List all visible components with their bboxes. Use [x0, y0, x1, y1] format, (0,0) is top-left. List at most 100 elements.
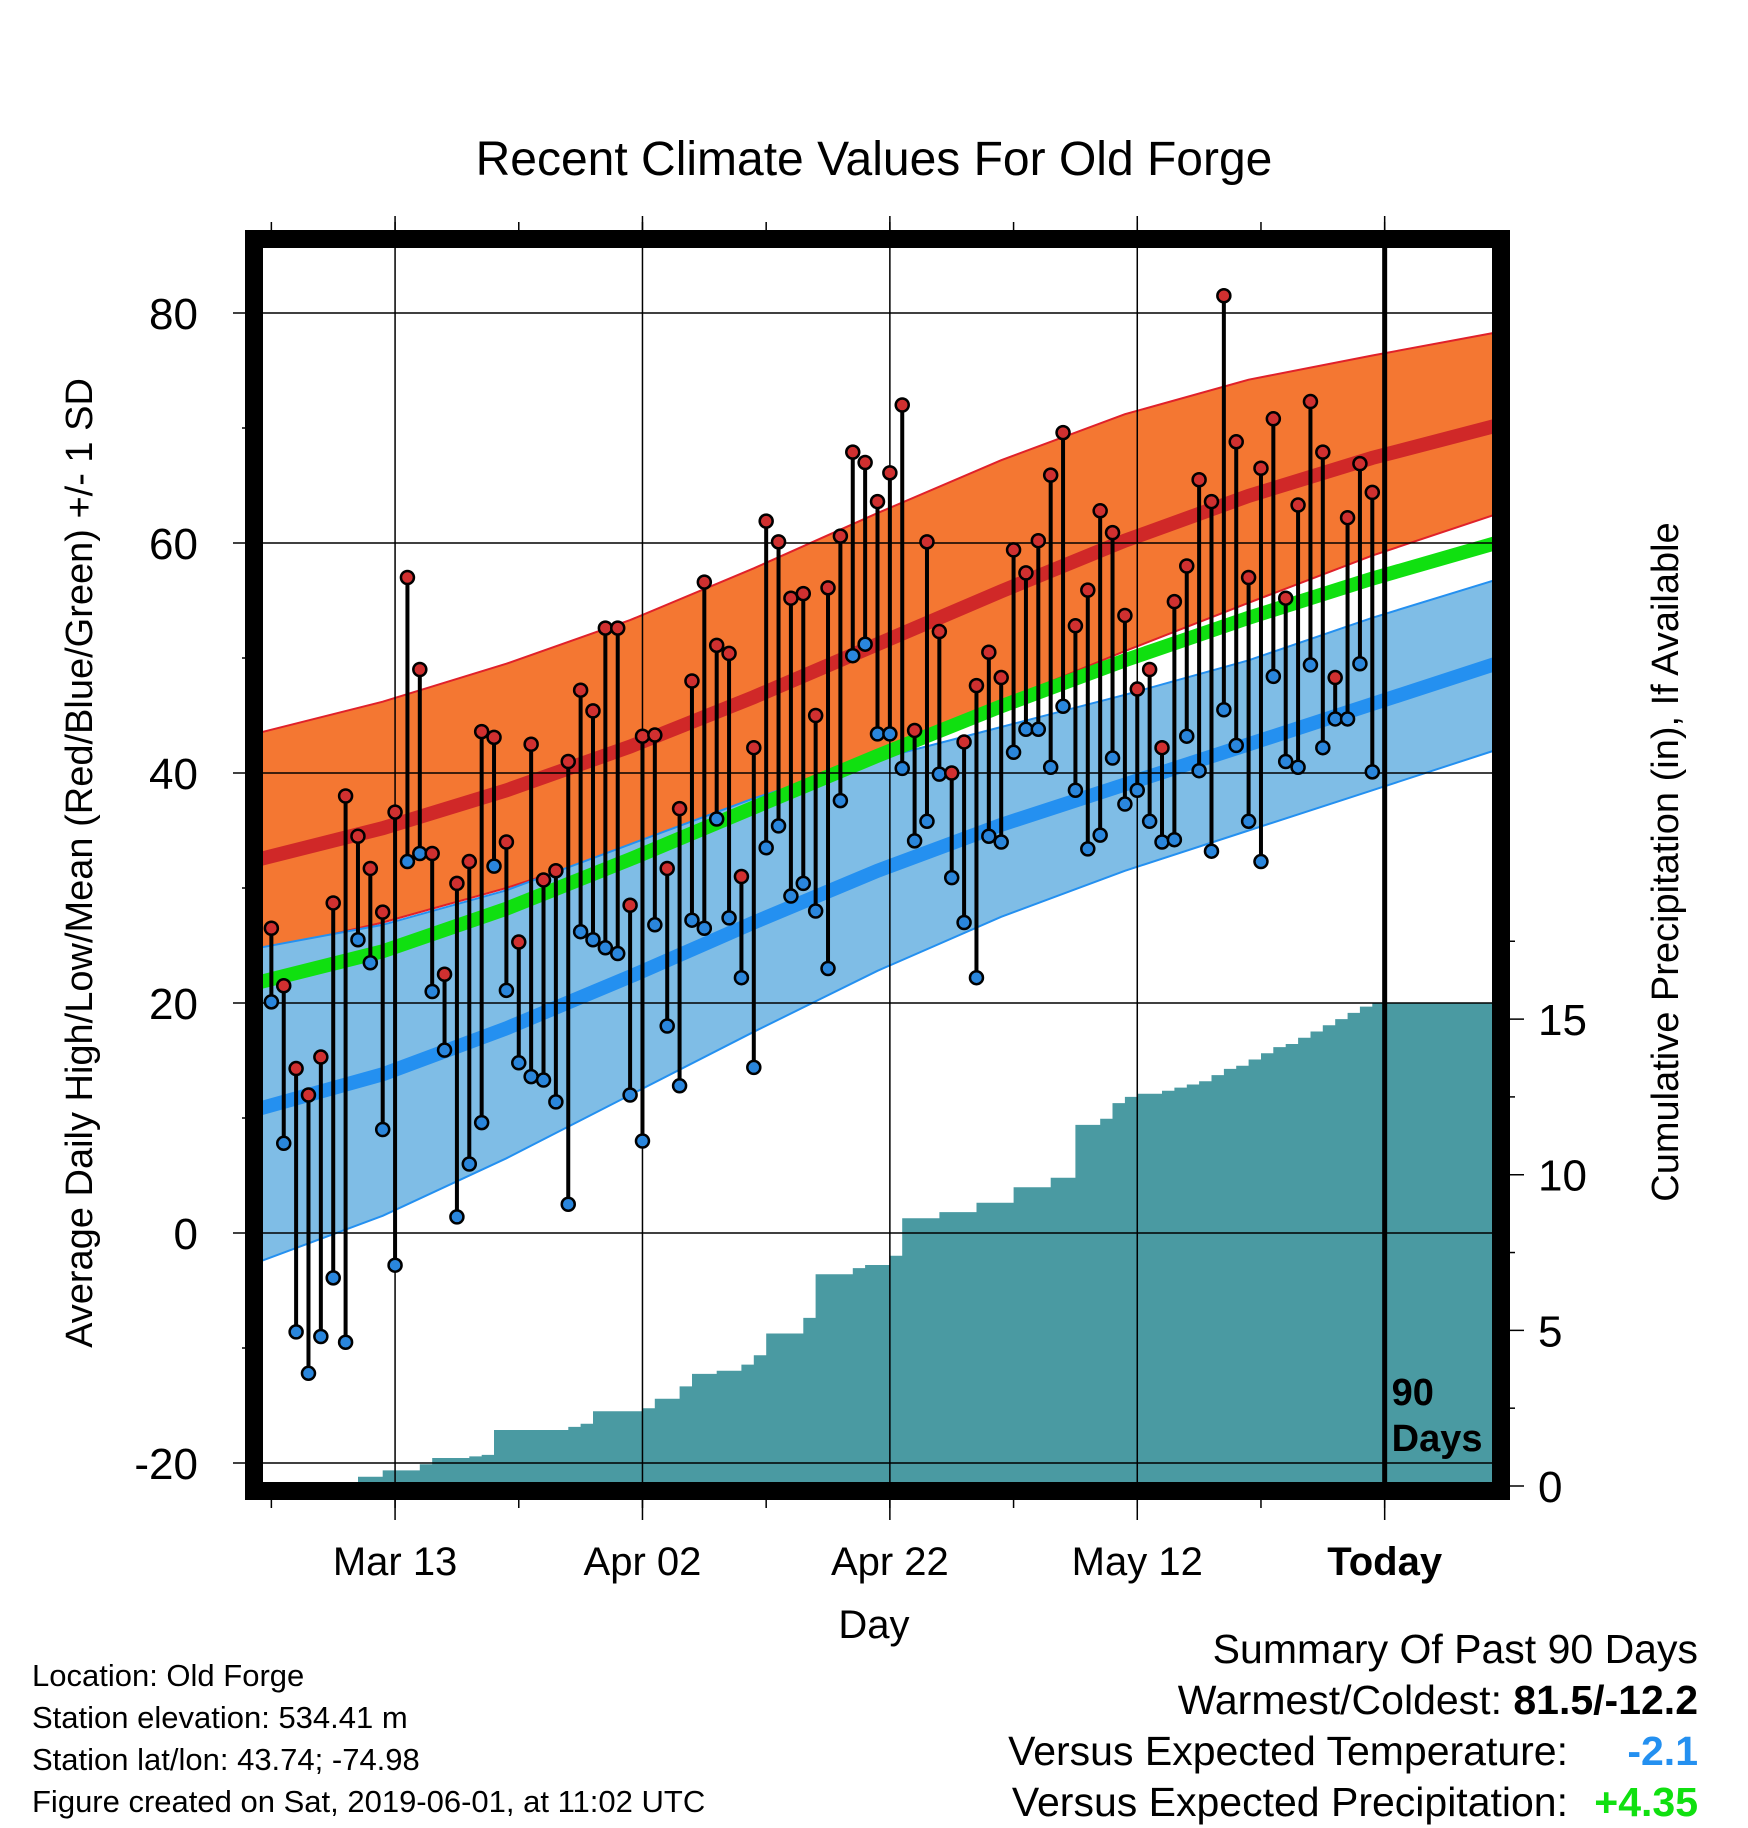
daily-low-point	[449, 1209, 465, 1225]
x-axis: Mar 13 Apr 02 Apr 22 May 12 Today	[270, 216, 1443, 1584]
daily-high-point	[1154, 739, 1170, 756]
normal-low-lower-edge	[258, 749, 1497, 1263]
daily-low-point	[622, 1087, 638, 1103]
x-tick-label: Today	[1327, 1540, 1443, 1584]
precip-value: +4.35	[1594, 1779, 1698, 1825]
daily-low-point	[1042, 759, 1059, 775]
daily-high-point	[671, 800, 688, 817]
elevation-text: Station elevation: 534.41 m	[32, 1700, 408, 1735]
daily-high-point	[708, 637, 725, 654]
latlon-text: Station lat/lon: 43.74; -74.98	[32, 1742, 420, 1777]
y-left-tick-label: 60	[149, 520, 198, 569]
daily-high-point	[461, 853, 478, 870]
daily-high-point	[1216, 288, 1232, 304]
daily-low-point	[1030, 721, 1047, 738]
daily-low-point	[919, 813, 935, 830]
daily-low-point	[746, 1059, 762, 1076]
warm-cold-value: 81.5/-12.2	[1513, 1677, 1698, 1723]
daily-high-point	[350, 828, 366, 844]
y-left-tick-label: 40	[149, 750, 198, 799]
daily-high-point	[894, 397, 910, 413]
daily-low-point	[399, 853, 416, 870]
warm-cold-label: Warmest/Coldest:	[1177, 1677, 1514, 1723]
station-info: Location: Old Forge Station elevation: 5…	[32, 1660, 705, 1828]
daily-high-point	[845, 444, 861, 460]
daily-high-point	[1315, 444, 1331, 460]
daily-high-point	[424, 845, 440, 862]
y-right-tick-label: 5	[1538, 1307, 1562, 1356]
daily-high-point	[275, 978, 292, 994]
daily-low-point	[1352, 656, 1368, 672]
daily-high-point	[1277, 590, 1294, 606]
precip-label: Versus Expected Precipitation:	[1011, 1779, 1568, 1825]
daily-low-point	[436, 1042, 453, 1058]
daily-high-point	[399, 569, 416, 586]
created-text: Figure created on Sat, 2019-06-01, at 11…	[32, 1784, 706, 1819]
daily-low-point	[1117, 796, 1133, 812]
daily-low-point	[1203, 843, 1220, 859]
normal-low-mean-line	[257, 657, 1499, 1116]
daily-high-point	[374, 904, 391, 920]
daily-low-point	[1080, 841, 1096, 857]
daily-high-point	[746, 739, 762, 756]
daily-high-point	[1018, 565, 1034, 581]
y-axis-label-left: Average Daily High/Low/Mean (Red/Blue/Gr…	[59, 378, 101, 1348]
daily-low-point	[473, 1114, 490, 1131]
daily-high-point	[1005, 542, 1022, 558]
daily-low-point	[374, 1121, 391, 1138]
daily-low-point	[300, 1365, 317, 1382]
x-tick-label: May 12	[1072, 1540, 1203, 1584]
daily-high-point	[1067, 618, 1084, 634]
daily-low-point	[708, 811, 725, 827]
daily-low-point	[1240, 813, 1257, 830]
daily-high-point	[1352, 455, 1368, 472]
daily-low-point	[288, 1324, 304, 1340]
daily-high-point	[770, 534, 787, 550]
daily-low-point	[1302, 657, 1319, 673]
daily-high-point	[968, 677, 985, 694]
x-axis-label: Day	[838, 1603, 909, 1647]
daily-high-point	[1092, 503, 1108, 519]
daily-high-point	[511, 934, 527, 950]
daily-high-point	[820, 580, 836, 596]
daily-high-point	[1203, 493, 1220, 510]
daily-low-point	[1290, 759, 1306, 775]
daily-low-point	[869, 726, 886, 742]
daily-low-point	[845, 647, 861, 664]
temp-label: Versus Expected Temperature:	[1008, 1728, 1568, 1774]
y-left-tick-label: 0	[174, 1210, 198, 1259]
daily-high-point	[1080, 582, 1096, 598]
daily-high-point	[288, 1060, 304, 1077]
daily-high-point	[634, 728, 651, 744]
daily-low-point	[1104, 750, 1121, 766]
summary-warm-cold: Warmest/Coldest: 81.5/-12.2	[1178, 1677, 1698, 1724]
y-left-tick-label: 20	[149, 980, 198, 1029]
daily-low-point	[548, 1094, 564, 1110]
daily-high-point	[622, 897, 638, 913]
daily-high-point	[1265, 411, 1282, 427]
daily-high-point	[1191, 472, 1207, 488]
daily-low-point	[1166, 831, 1183, 848]
y-right-tick-label: 15	[1538, 996, 1587, 1045]
y-left-tick-label: -20	[134, 1440, 198, 1489]
daily-high-point	[560, 753, 576, 770]
daily-high-point	[449, 875, 465, 892]
daily-low-point	[1055, 698, 1071, 715]
daily-high-point	[498, 834, 515, 850]
daily-high-point	[535, 872, 552, 888]
daily-low-point	[523, 1068, 539, 1085]
daily-high-point	[313, 1049, 329, 1065]
daily-low-point	[313, 1328, 329, 1345]
daily-high-point	[1302, 393, 1319, 410]
daily-high-point	[993, 669, 1009, 686]
daily-high-point	[1042, 467, 1059, 483]
daily-low-point	[1018, 721, 1034, 738]
daily-low-point	[585, 932, 601, 948]
daily-high-point	[795, 585, 812, 602]
daily-low-point	[783, 888, 799, 904]
daily-low-point	[1277, 753, 1294, 770]
daily-low-point	[906, 833, 923, 849]
daily-high-point	[943, 765, 960, 781]
daily-high-point	[412, 661, 428, 678]
